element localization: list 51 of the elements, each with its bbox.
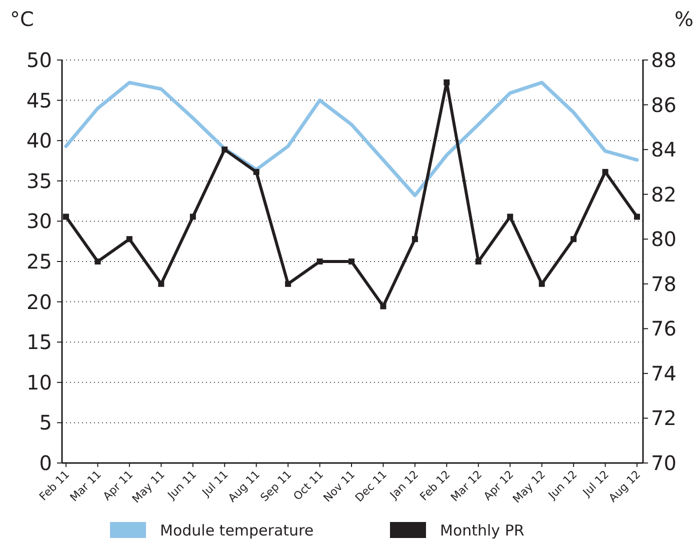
legend-label: Monthly PR [440,521,524,540]
y2-tick-label: 78 [651,272,676,296]
y-tick-label: 45 [26,88,52,112]
y2-tick-label: 88 [651,48,676,72]
x-tick-label: Jul 12 [580,468,612,500]
point [348,258,354,264]
point [538,280,545,287]
y-tick-label: 35 [26,168,52,193]
point [634,214,640,220]
x-tick-label: Jul 11 [199,468,231,500]
point [570,236,577,242]
y-tick-label: 50 [26,48,52,72]
y2-tick-label: 86 [651,92,676,117]
y-tick-label: 25 [26,250,52,274]
x-tick-label: Jun 12 [545,468,580,502]
y2-tick-label: 80 [651,227,676,252]
y-tick-label: 40 [26,128,52,153]
point [475,258,482,264]
x-tick-label: Mar 12 [448,468,485,504]
point [316,258,323,264]
legend-label: Module temperature [160,521,314,540]
y2-tick-label: 84 [651,138,676,162]
y2-axis-title: % [674,7,694,31]
point [126,236,132,242]
point [222,146,228,153]
y-tick-label: 0 [39,451,52,475]
y-tick-label: 10 [26,370,52,394]
y2-tick-label: 82 [651,182,676,206]
point [602,168,608,175]
y2-tick-label: 74 [651,361,676,386]
point [190,214,196,220]
y2-tick-label: 70 [651,451,676,475]
point [412,236,418,242]
line-series [64,80,639,198]
y-axis-title: °C [10,7,34,31]
point [253,168,260,175]
x-tick-label: Mar 11 [68,468,104,504]
y-tick-label: 30 [26,209,52,234]
y2-tick-label: 76 [651,316,676,341]
point [63,214,69,220]
y-tick-label: 20 [26,290,52,314]
point [380,303,386,310]
y-tick-label: 15 [26,330,52,354]
x-tick-label: Jun 11 [164,468,200,502]
point [94,258,101,264]
point [444,79,450,86]
y-tick-label: 5 [39,410,52,435]
point [285,280,292,287]
point [507,214,514,220]
point [158,280,164,287]
y2-tick-label: 72 [651,406,676,430]
